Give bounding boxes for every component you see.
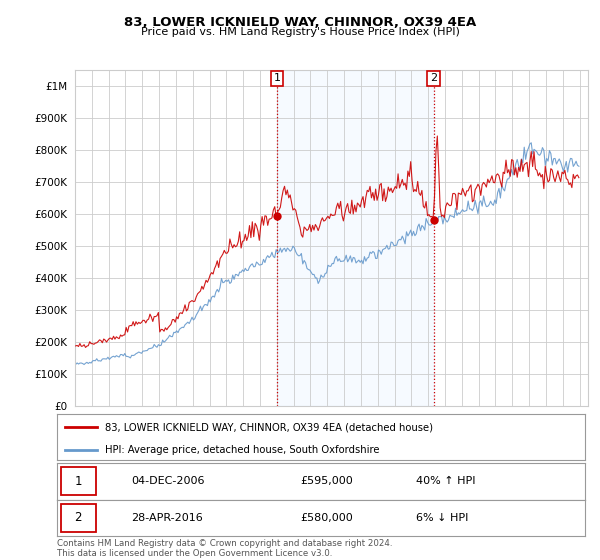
- Text: 28-APR-2016: 28-APR-2016: [131, 513, 203, 522]
- Text: 1: 1: [74, 475, 82, 488]
- Bar: [61, 468, 95, 495]
- Text: Price paid vs. HM Land Registry's House Price Index (HPI): Price paid vs. HM Land Registry's House …: [140, 27, 460, 37]
- Bar: [61, 504, 95, 531]
- Text: HPI: Average price, detached house, South Oxfordshire: HPI: Average price, detached house, Sout…: [104, 445, 379, 455]
- Text: Contains HM Land Registry data © Crown copyright and database right 2024.: Contains HM Land Registry data © Crown c…: [57, 539, 392, 548]
- Bar: [580, 70, 588, 406]
- Text: 04-DEC-2006: 04-DEC-2006: [131, 477, 205, 486]
- Text: This data is licensed under the Open Government Licence v3.0.: This data is licensed under the Open Gov…: [57, 549, 332, 558]
- Text: 83, LOWER ICKNIELD WAY, CHINNOR, OX39 4EA: 83, LOWER ICKNIELD WAY, CHINNOR, OX39 4E…: [124, 16, 476, 29]
- Text: 1: 1: [274, 73, 280, 83]
- Bar: [277, 70, 434, 406]
- Text: 40% ↑ HPI: 40% ↑ HPI: [416, 477, 476, 486]
- Text: 6% ↓ HPI: 6% ↓ HPI: [416, 513, 469, 522]
- Text: 2: 2: [430, 73, 437, 83]
- Text: £580,000: £580,000: [300, 513, 353, 522]
- Text: 2: 2: [74, 511, 82, 524]
- Text: 83, LOWER ICKNIELD WAY, CHINNOR, OX39 4EA (detached house): 83, LOWER ICKNIELD WAY, CHINNOR, OX39 4E…: [104, 422, 433, 432]
- Text: £595,000: £595,000: [300, 477, 353, 486]
